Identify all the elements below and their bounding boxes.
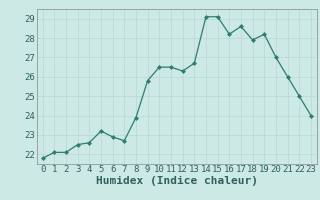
X-axis label: Humidex (Indice chaleur): Humidex (Indice chaleur) [96, 176, 258, 186]
